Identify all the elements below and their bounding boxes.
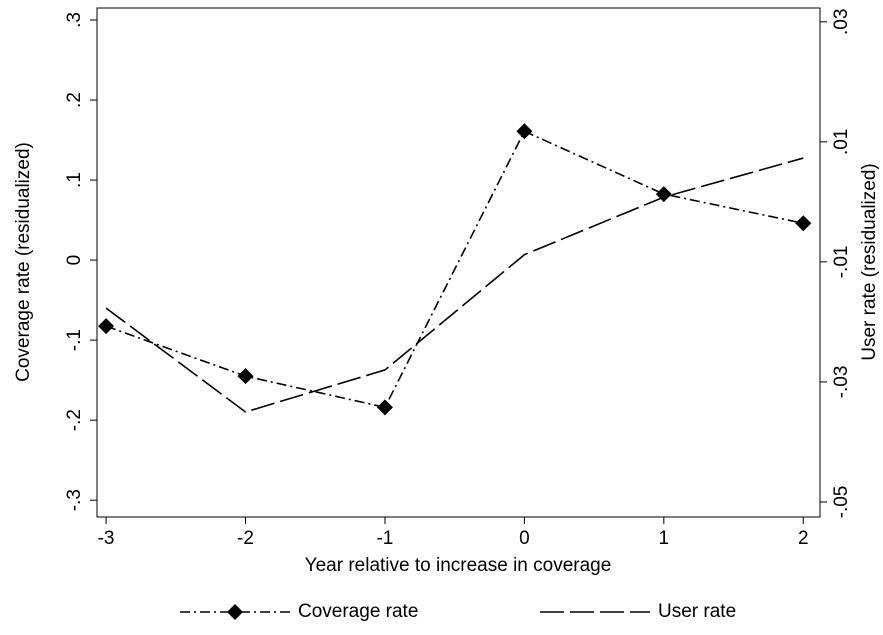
y-tick-label: 0 — [64, 255, 85, 266]
marker — [376, 399, 393, 416]
y-tick-label: .1 — [64, 172, 85, 188]
legend-label: Coverage rate — [298, 601, 418, 622]
x-axis-label: Year relative to increase in coverage — [305, 555, 612, 576]
marker — [98, 318, 115, 335]
marker — [516, 123, 533, 140]
y2-tick-label: .01 — [831, 129, 852, 155]
y2-axis-label: User rate (residualized) — [859, 163, 880, 360]
x-tick-label: -2 — [237, 528, 254, 549]
y-tick-label: -.1 — [64, 329, 85, 351]
x-tick-label: 1 — [659, 528, 670, 549]
y-axis-label: Coverage rate (residualized) — [13, 142, 34, 382]
y-tick-label: -.2 — [64, 409, 85, 431]
y2-tick-label: -.01 — [831, 246, 852, 279]
x-tick-label: 0 — [519, 528, 530, 549]
y-tick-label: .3 — [64, 12, 85, 28]
y2-tick-label: -.03 — [831, 366, 852, 399]
legend-marker — [227, 604, 243, 620]
legend-label: User rate — [658, 601, 736, 622]
y-tick-label: .2 — [64, 92, 85, 108]
marker — [795, 215, 812, 232]
y-tick-label: -.3 — [64, 489, 85, 511]
x-tick-label: 2 — [798, 528, 809, 549]
y2-tick-label: .03 — [831, 9, 852, 35]
x-tick-label: -1 — [376, 528, 393, 549]
x-tick-label: -3 — [98, 528, 115, 549]
series-line — [105, 157, 804, 413]
plot-frame — [96, 7, 821, 518]
marker — [237, 368, 254, 385]
y2-tick-label: -.05 — [831, 486, 852, 519]
series-line — [105, 130, 804, 409]
